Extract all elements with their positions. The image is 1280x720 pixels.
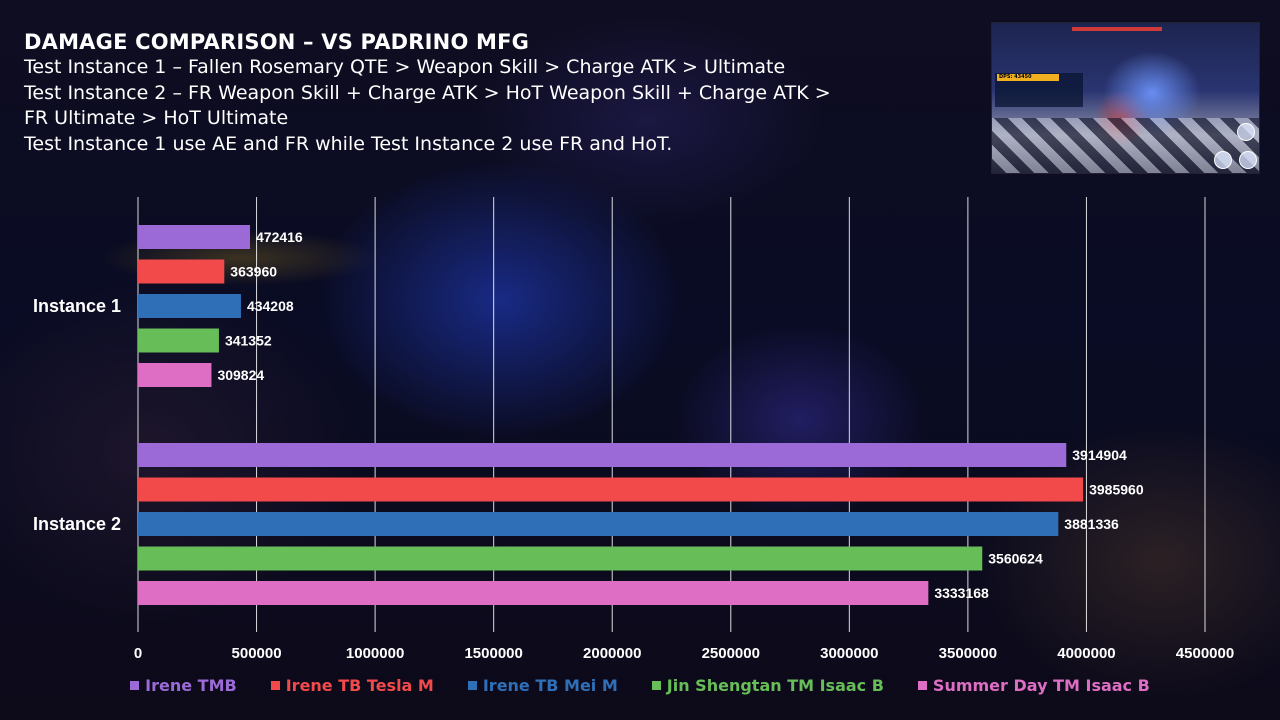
x-tick-label: 2000000	[583, 645, 641, 662]
legend-swatch	[917, 681, 927, 690]
attack-button-icon	[1214, 151, 1232, 169]
category-label: Instance 1	[33, 296, 121, 316]
data-label: 309824	[217, 367, 264, 383]
category-label: Instance 2	[33, 514, 121, 534]
bar	[138, 512, 1059, 536]
x-tick-label: 0	[134, 645, 142, 662]
bar	[138, 225, 251, 249]
data-label: 434208	[247, 298, 294, 314]
legend-label: Summer Day TM Isaac B	[932, 676, 1150, 695]
dps-readout: DPS: 43450	[997, 74, 1059, 81]
bar	[138, 546, 983, 571]
x-tick-label: 3000000	[820, 645, 878, 662]
subtitle-line-2: Test Instance 2 – FR Weapon Skill + Char…	[24, 81, 831, 104]
legend-label: Irene TB Tesla M	[285, 676, 434, 695]
legend-swatch	[130, 681, 140, 690]
chart-header: DAMAGE COMPARISON – VS PADRINO MFG Test …	[24, 30, 964, 157]
data-label: 363960	[230, 264, 277, 280]
legend-swatch	[270, 681, 280, 690]
data-label: 3560624	[988, 551, 1043, 567]
x-tick-label: 1000000	[346, 645, 404, 662]
legend-item: Irene TB Mei M	[467, 676, 618, 695]
legend-item: Summer Day TM Isaac B	[917, 676, 1150, 695]
subtitle-line-3: FR Ultimate > HoT Ultimate	[24, 107, 289, 129]
legend-swatch	[651, 681, 661, 690]
bar	[138, 363, 212, 387]
bar	[138, 328, 219, 353]
x-tick-label: 1500000	[464, 645, 522, 662]
boss-health-bar	[1072, 27, 1162, 31]
legend-label: Irene TMB	[145, 676, 237, 695]
legend-item: Irene TMB	[130, 676, 237, 695]
data-label: 472416	[256, 229, 303, 245]
data-label: 3333168	[934, 585, 989, 601]
x-tick-label: 2500000	[702, 645, 760, 662]
bar	[138, 294, 241, 318]
legend-label: Jin Shengtan TM Isaac B	[666, 676, 884, 695]
legend-swatch	[467, 681, 477, 690]
data-label: 3985960	[1089, 482, 1144, 498]
skill-button-icon	[1237, 123, 1255, 141]
data-label: 3914904	[1072, 447, 1127, 463]
bar	[138, 581, 929, 605]
dps-panel: DPS: 43450	[995, 73, 1083, 107]
chart-legend: Irene TMB Irene TB Tesla M Irene TB Mei M J…	[0, 676, 1280, 695]
chart-title: DAMAGE COMPARISON – VS PADRINO MFG	[24, 30, 530, 54]
x-tick-label: 500000	[232, 645, 282, 662]
evade-button-icon	[1239, 151, 1257, 169]
bar	[138, 259, 225, 284]
data-label: 341352	[225, 333, 272, 349]
x-tick-label: 4000000	[1057, 645, 1115, 662]
legend-item: Irene TB Tesla M	[270, 676, 434, 695]
gameplay-screenshot: DPS: 43450	[991, 22, 1260, 174]
data-label: 3881336	[1064, 516, 1119, 532]
legend-label: Irene TB Mei M	[482, 676, 618, 695]
subtitle-line-1: Test Instance 1 – Fallen Rosemary QTE > …	[24, 56, 786, 78]
legend-item: Jin Shengtan TM Isaac B	[651, 676, 884, 695]
subtitle-line-4: Test Instance 1 use AE and FR while Test…	[24, 132, 673, 155]
bar	[138, 443, 1067, 467]
x-tick-label: 3500000	[939, 645, 997, 662]
x-tick-label: 4500000	[1176, 645, 1234, 662]
bar	[138, 477, 1084, 502]
